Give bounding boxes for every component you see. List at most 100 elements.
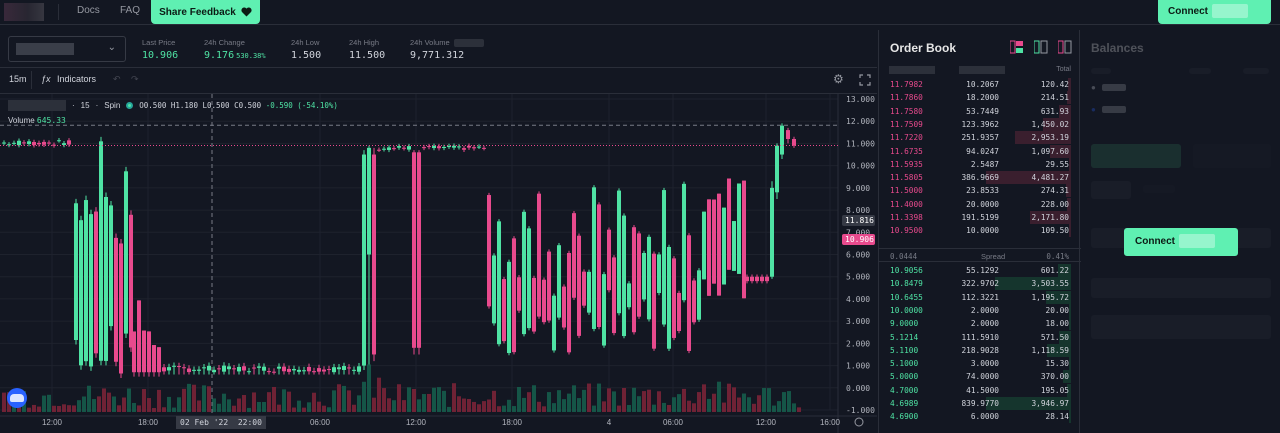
book-bids-view-icon[interactable] xyxy=(1034,40,1048,54)
connect-wallet-button[interactable]: Connect xyxy=(1158,0,1271,24)
bid-row[interactable]: 4.6989 839.9770 3,946.97 xyxy=(879,397,1081,410)
market-tab[interactable] xyxy=(1143,185,1175,193)
candle-body xyxy=(722,207,726,285)
low-label: 24h Low xyxy=(291,38,320,47)
candle-body xyxy=(62,143,66,145)
volume-bar xyxy=(267,392,271,412)
ask-row[interactable]: 11.5000 23.8533 274.31 xyxy=(879,184,1081,198)
ask-row[interactable]: 11.7860 18.2000 214.51 xyxy=(879,91,1081,105)
bid-row[interactable]: 10.0000 2.0000 20.00 xyxy=(879,303,1081,317)
market-selector[interactable]: ⌄ xyxy=(8,36,126,62)
candle-body xyxy=(637,233,641,317)
x-tick-label: 4 xyxy=(607,418,612,427)
sell-tab[interactable] xyxy=(1193,144,1271,168)
volume-bar xyxy=(727,383,731,412)
settings-gear-icon[interactable]: ⚙ xyxy=(833,72,844,86)
ask-row[interactable]: 11.3398 191.5199 2,171.80 xyxy=(879,211,1081,224)
volume-bar xyxy=(227,399,231,412)
ask-row[interactable]: 11.7220 251.9357 2,953.19 xyxy=(879,131,1081,145)
volume-bar xyxy=(527,392,531,412)
ask-row[interactable]: 11.7509 123.3962 1,450.02 xyxy=(879,117,1081,131)
bid-row[interactable]: 5.1000 3.0000 15.30 xyxy=(879,357,1081,371)
tradingview-logo[interactable] xyxy=(7,388,27,408)
volume-bar xyxy=(312,392,316,412)
spread-pct: 0.41% xyxy=(1046,252,1069,261)
depth-bar xyxy=(1066,91,1071,105)
bid-row[interactable]: 10.8479 322.9702 3,503.55 xyxy=(879,277,1081,291)
bid-row[interactable]: 5.1100 218.9028 1,118.59 xyxy=(879,343,1081,357)
redo-icon[interactable]: ↷ xyxy=(131,74,139,84)
volume-bar xyxy=(372,397,376,412)
volume-bar xyxy=(427,393,431,412)
axis-settings-icon[interactable] xyxy=(854,417,864,427)
ask-row[interactable]: 10.9500 10.0000 109.50 xyxy=(879,224,1081,238)
volume-value: 9,771.312 xyxy=(410,50,465,62)
symbol-name xyxy=(8,100,66,111)
candle-body xyxy=(532,277,536,332)
depth-bar xyxy=(1059,330,1071,344)
book-asks-view-icon[interactable] xyxy=(1058,40,1072,54)
buy-submit-button[interactable] xyxy=(1091,315,1271,339)
x-tick-label: 18:00 xyxy=(502,418,523,427)
legend-interval: 15 xyxy=(80,101,90,110)
ask-size: 251.9357 xyxy=(961,133,999,143)
volume-bar xyxy=(102,388,106,412)
candle-body xyxy=(392,148,396,150)
amount-input[interactable] xyxy=(1091,278,1271,298)
volume-bar xyxy=(692,403,696,412)
buy-tab[interactable] xyxy=(1091,144,1181,168)
app-logo[interactable] xyxy=(0,0,58,24)
volume-bar xyxy=(92,399,96,412)
ask-size: 18.2000 xyxy=(966,93,999,103)
candle-body xyxy=(557,245,561,318)
legend-source: Spin xyxy=(104,101,121,110)
book-both-view-icon[interactable] xyxy=(1010,40,1024,54)
candle-body xyxy=(307,366,311,372)
candlestick-chart[interactable]: 13.000 12.000 11.000 10.000 9.000 8.000 7.000 6… xyxy=(0,94,877,433)
candle-body xyxy=(447,146,451,148)
depth-bar xyxy=(986,171,1071,185)
bid-total: 28.14 xyxy=(1045,412,1069,422)
ask-row[interactable]: 11.5935 2.5487 29.55 xyxy=(879,157,1081,171)
volume-bar xyxy=(777,401,781,412)
ask-row[interactable]: 11.4000 20.0000 228.00 xyxy=(879,197,1081,211)
indicators-button[interactable]: Indicators xyxy=(57,74,97,84)
volume-bar xyxy=(347,390,351,412)
bid-total: 370.00 xyxy=(1040,372,1069,382)
ask-total: 120.42 xyxy=(1040,80,1069,89)
bid-size: 74.0000 xyxy=(966,372,999,382)
bid-row[interactable]: 9.0000 2.0000 18.00 xyxy=(879,317,1081,331)
price-chart[interactable]: 13.000 12.000 11.000 10.000 9.000 8.000 7.000 6… xyxy=(0,94,877,433)
bid-price: 5.1000 xyxy=(890,359,919,369)
ask-row[interactable]: 11.7580 53.7449 631.93 xyxy=(879,104,1081,118)
candle-body xyxy=(137,300,141,373)
ask-row[interactable]: 11.6735 94.0247 1,097.60 xyxy=(879,144,1081,158)
bid-row[interactable]: 4.6900 6.0000 28.14 xyxy=(879,410,1081,424)
ask-total: 109.50 xyxy=(1040,226,1069,236)
volume-bar xyxy=(572,385,576,412)
ask-row[interactable]: 11.7982 10.2067 120.42 xyxy=(879,78,1081,91)
candle-body xyxy=(167,367,171,371)
volume-bar xyxy=(632,387,636,412)
bid-row[interactable]: 4.7000 41.5000 195.05 xyxy=(879,383,1081,397)
bid-row[interactable]: 10.9056 55.1292 601.22 xyxy=(879,264,1081,277)
undo-icon[interactable]: ↶ xyxy=(113,74,121,84)
bid-row[interactable]: 5.1214 111.5910 571.50 xyxy=(879,330,1081,344)
candle-body xyxy=(677,292,681,332)
interval-button[interactable]: 15m xyxy=(9,74,27,84)
share-feedback-button[interactable]: Share Feedback xyxy=(151,0,260,24)
bid-row[interactable]: 10.6455 112.3221 1,195.72 xyxy=(879,290,1081,304)
volume-bar xyxy=(127,388,131,412)
nav-docs-link[interactable]: Docs xyxy=(77,5,100,16)
ask-row[interactable]: 11.5805 386.9669 4,481.27 xyxy=(879,171,1081,185)
volume-bar xyxy=(387,398,391,412)
bid-row[interactable]: 5.0000 74.0000 370.00 xyxy=(879,370,1081,384)
ask-total: 29.55 xyxy=(1045,159,1069,169)
candle-body xyxy=(707,199,711,296)
connect-wallet-overlay-button[interactable]: Connect xyxy=(1124,228,1238,256)
depth-bar xyxy=(1063,370,1071,384)
nav-faq-link[interactable]: FAQ xyxy=(120,5,141,16)
fullscreen-icon[interactable] xyxy=(859,74,871,86)
limit-tab[interactable] xyxy=(1091,181,1131,199)
volume-bar xyxy=(637,396,641,412)
